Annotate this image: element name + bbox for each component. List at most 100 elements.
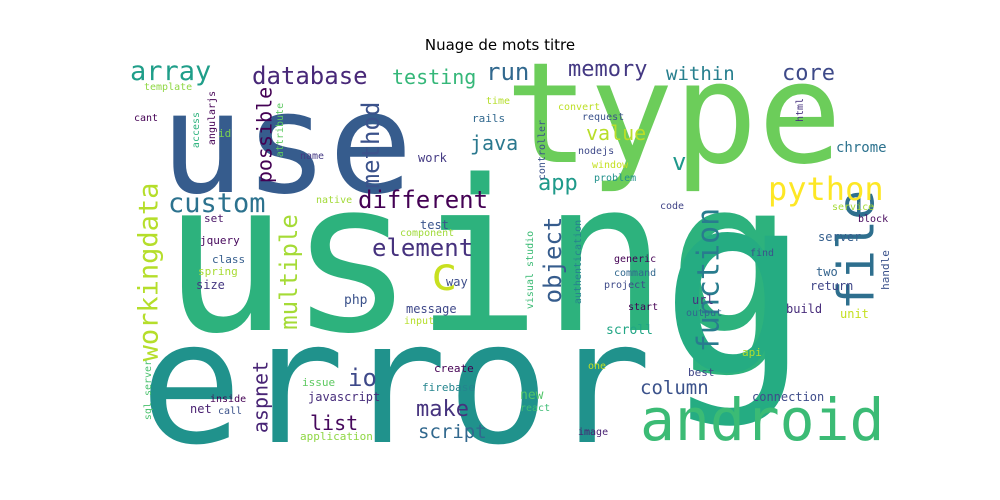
word-angularjs: angularjs [207, 91, 218, 145]
word-component: component [400, 228, 454, 239]
word-custom: custom [168, 188, 266, 219]
word-value: value [586, 121, 646, 145]
word-using: using [162, 135, 794, 380]
word-project: project [604, 280, 646, 291]
word-within: within [666, 63, 735, 85]
word-url: url [692, 293, 714, 307]
word-way: way [446, 275, 468, 289]
word-create: create [434, 362, 474, 375]
word-memory: memory [568, 57, 647, 82]
word-start: start [628, 302, 658, 313]
word-list: list [310, 411, 358, 435]
word-object: object [539, 217, 567, 304]
word-time: time [486, 96, 510, 107]
word-unit: unit [840, 307, 869, 321]
word-build: build [786, 302, 822, 316]
word-run: run [486, 58, 529, 86]
word-app: app [538, 171, 578, 196]
word-method: method [357, 102, 385, 189]
word-cant: cant [134, 113, 158, 124]
word-call: call [218, 406, 242, 417]
word-type: type [505, 33, 842, 196]
word-database: database [252, 62, 368, 90]
word-handle: handle [879, 250, 892, 290]
word-use: use [160, 63, 413, 226]
word-visual-studio: visual studio [525, 231, 536, 309]
word-size: size [196, 278, 225, 292]
word-native: native [316, 195, 352, 206]
word-two: two [816, 265, 838, 279]
word-problem: problem [594, 173, 636, 184]
word-service: service [832, 202, 874, 213]
word-work: work [418, 151, 448, 165]
word-column: column [640, 377, 709, 399]
word-rails: rails [472, 112, 505, 125]
word-attribute: attribute [275, 103, 286, 157]
word-array: array [130, 56, 211, 87]
word-one: one [588, 361, 606, 372]
word-core: core [782, 61, 835, 86]
word-php: php [344, 293, 368, 308]
word-message: message [406, 302, 457, 316]
word-code: code [660, 201, 684, 212]
word-application: application [300, 430, 373, 443]
word-different: different [358, 186, 488, 214]
word-name: name [300, 151, 324, 162]
word-react: react [520, 403, 550, 414]
word-inside: inside [210, 394, 246, 405]
word-api: api [742, 346, 762, 359]
word-spring: spring [198, 265, 238, 278]
word-new: new [520, 388, 544, 403]
word-script: script [418, 421, 487, 443]
word-chrome: chrome [836, 140, 887, 156]
word-authentication: authentication [573, 220, 584, 304]
word-server: server [818, 230, 861, 244]
word-test: test [420, 218, 449, 232]
word-aspnet: aspnet [249, 361, 273, 433]
word-element: element [372, 234, 473, 262]
word-best: best [688, 366, 715, 379]
word-html: html [795, 98, 806, 122]
word-multiple: multiple [275, 214, 303, 330]
word-make: make [416, 397, 469, 422]
word-image: image [578, 427, 608, 438]
word-error: error [140, 285, 652, 483]
word-output: output [686, 308, 722, 319]
word-access: access [191, 112, 202, 148]
word-scroll: scroll [606, 323, 653, 338]
word-v: v [672, 148, 686, 176]
word-firebase: firebase [422, 381, 475, 394]
word-issue: issue [302, 376, 335, 389]
word-template: template [144, 82, 192, 93]
word-sql-server: sql server [143, 360, 154, 420]
word-connection: connection [752, 390, 824, 404]
word-class: class [212, 253, 245, 266]
word-input: input [404, 316, 434, 327]
word-file: file [828, 190, 886, 310]
chart-title: Nuage de mots titre [424, 36, 576, 54]
word-find: find [750, 248, 774, 259]
word-net: net [190, 402, 212, 416]
word-window: window [592, 160, 629, 171]
word-io: io [348, 364, 377, 392]
word-jquery: jquery [200, 234, 240, 247]
word-command: command [614, 268, 656, 279]
word-generic: generic [614, 254, 656, 265]
word-c: c [430, 247, 458, 301]
word-python: python [768, 170, 884, 208]
word-function: function [692, 208, 727, 353]
word-request: request [582, 112, 624, 123]
word-javascript: javascript [308, 390, 380, 404]
word-controller: controller [537, 120, 548, 180]
word-android: android [640, 386, 884, 454]
word-java: java [470, 131, 518, 155]
word-block: block [858, 214, 888, 225]
word-workingdata: workingdata [134, 183, 165, 362]
word-id: id [218, 127, 231, 140]
word-set: set [204, 212, 224, 225]
word-convert: convert [558, 102, 600, 113]
word-testing: testing [392, 65, 476, 89]
word-nodejs: nodejs [578, 146, 614, 157]
word-possible: possible [253, 87, 277, 183]
